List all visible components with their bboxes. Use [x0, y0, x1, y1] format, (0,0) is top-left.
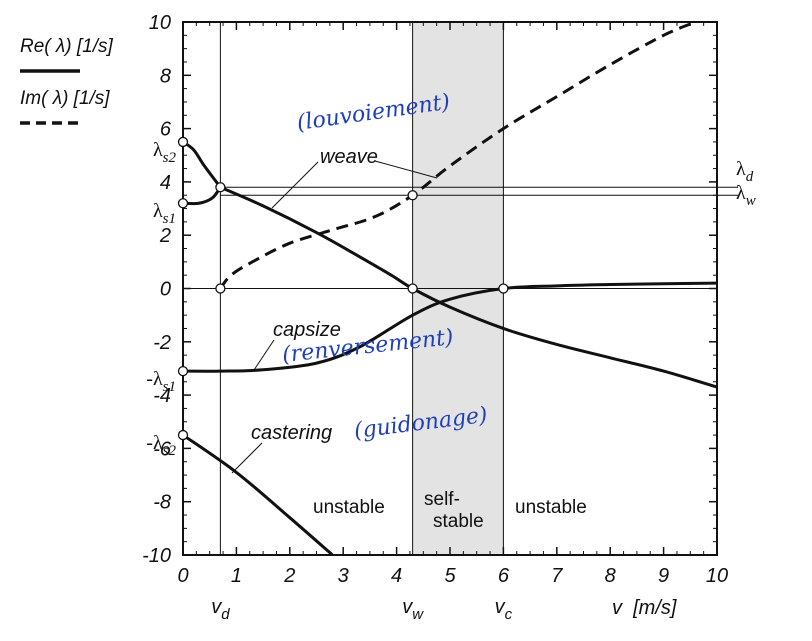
region-unstable-right: unstable — [515, 497, 587, 518]
y-tick-label: 0 — [160, 279, 171, 301]
weave-leader-left — [271, 161, 319, 209]
speed-symbol-label: vw — [402, 596, 424, 623]
series-line-1 — [182, 186, 222, 206]
speed-symbol-label: vd — [211, 596, 230, 623]
y-tick-label: -4 — [153, 385, 171, 407]
y-tick-label: -8 — [153, 492, 171, 514]
speed-symbols: vd vw vc — [211, 596, 512, 623]
x-tick-label: 1 — [231, 565, 242, 587]
intersection-markers — [177, 136, 509, 441]
left-eigen-symbols: λs2 λs1 -λs1 -λs2 — [146, 139, 176, 459]
left-symbol-label: -λs1 — [146, 368, 176, 395]
open-circle-marker — [177, 429, 189, 441]
y-tick-label: -6 — [153, 438, 172, 460]
left-symbol-label: λs1 — [153, 200, 176, 227]
weave-label: weave — [320, 146, 378, 168]
speed-symbol-label: vc — [495, 596, 513, 623]
x-tick-label: 0 — [177, 565, 188, 587]
axis-tick-labels: 0 1 2 3 4 5 6 7 8 9 10 10 8 6 4 2 0 -2 -4 -6 -8 -10 — [142, 12, 728, 587]
series-line-2 — [219, 185, 718, 389]
legend-re-label: Re( λ) [1/s] — [20, 36, 113, 57]
legend-im-label: Im( λ) [1/s] — [20, 88, 110, 109]
series-line-4 — [182, 281, 718, 373]
x-tick-label: 5 — [444, 565, 456, 587]
castering-leader — [231, 442, 263, 474]
y-tick-label: 8 — [160, 65, 171, 87]
castering-label: castering — [251, 422, 332, 444]
x-tick-label: 4 — [391, 565, 402, 587]
open-circle-marker — [177, 136, 189, 148]
x-tick-label: 6 — [498, 565, 510, 587]
capsize-leader — [253, 339, 275, 371]
x-tick-label: 2 — [283, 565, 295, 587]
x-tick-label: 10 — [706, 565, 728, 587]
open-circle-marker — [498, 283, 509, 294]
y-tick-label: 10 — [149, 12, 171, 34]
axis-ticks — [182, 21, 718, 556]
capsize-label: capsize — [273, 319, 341, 341]
legend: Re( λ) [1/s] Im( λ) [1/s] — [20, 36, 113, 125]
open-circle-marker — [407, 283, 418, 294]
y-tick-label: 4 — [160, 172, 171, 194]
region-self-stable: self-stable — [424, 489, 484, 532]
y-tick-label: -2 — [153, 332, 171, 354]
weave-leader-right — [374, 160, 438, 179]
open-circle-marker — [215, 283, 226, 294]
y-tick-label: -10 — [142, 545, 171, 567]
y-tick-label: 2 — [159, 225, 171, 247]
x-tick-label: 7 — [551, 565, 563, 587]
y-tick-label: 6 — [160, 119, 172, 141]
x-axis-title: v [m/s] — [612, 597, 677, 619]
x-tick-label: 8 — [605, 565, 616, 587]
right-symbol-label: λd — [736, 158, 754, 185]
open-circle-marker — [407, 190, 418, 201]
left-symbol-label: -λs2 — [146, 432, 176, 459]
series-line-0 — [182, 140, 222, 189]
series-line-5 — [182, 433, 334, 557]
open-circle-marker — [177, 365, 189, 377]
x-tick-label: 3 — [338, 565, 349, 587]
region-unstable-left: unstable — [313, 497, 385, 518]
right-symbol-label: λw — [736, 182, 756, 209]
open-circle-marker — [215, 182, 226, 193]
x-tick-label: 9 — [658, 565, 669, 587]
left-symbol-label: λs2 — [153, 139, 177, 166]
open-circle-marker — [177, 198, 189, 209]
